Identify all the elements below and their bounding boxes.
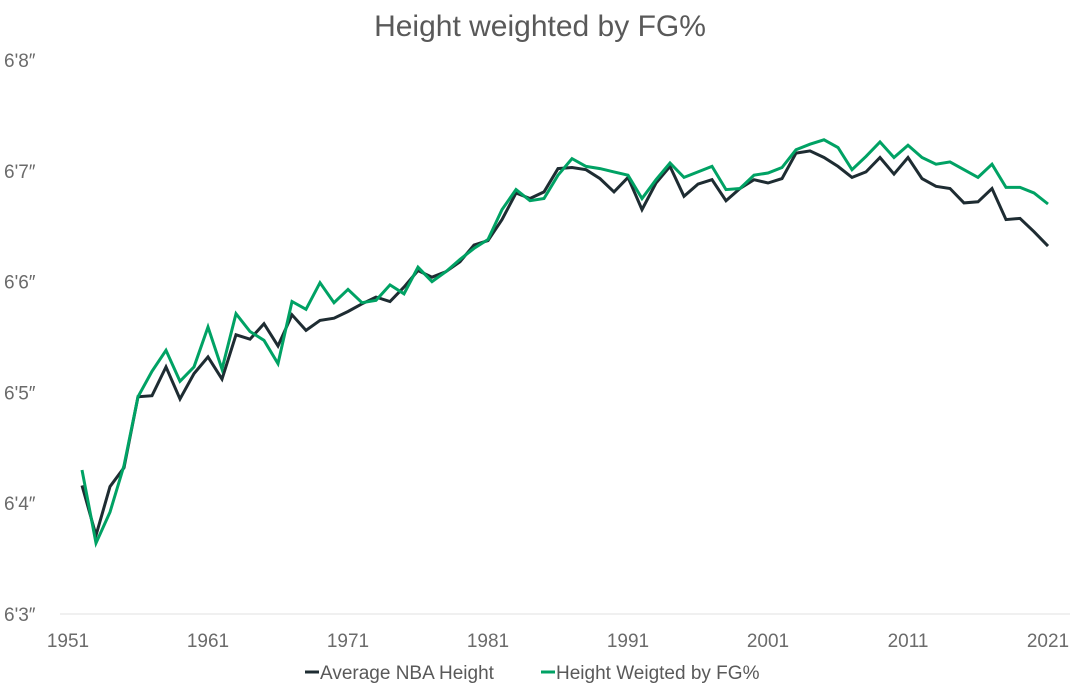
- x-tick-label: 1971: [327, 631, 369, 652]
- y-tick-label: 6'7″: [4, 162, 36, 183]
- series-line-1: [80, 138, 1049, 549]
- x-tick-label: 1981: [467, 631, 509, 652]
- legend-label: Height Weigted by FG%: [556, 663, 760, 684]
- x-tick-label: 2021: [1027, 631, 1069, 652]
- y-tick-label: 6'4″: [4, 494, 36, 515]
- series-line-0: [80, 149, 1050, 541]
- x-tick-label: 1991: [607, 631, 649, 652]
- x-tick-label: 2011: [888, 631, 929, 652]
- y-tick-label: 6'5″: [4, 383, 36, 404]
- x-tick-label: 1961: [187, 631, 229, 652]
- x-tick-label: 1951: [47, 631, 89, 652]
- y-tick-label: 6'3″: [4, 605, 36, 626]
- x-tick-label: 2001: [747, 631, 789, 652]
- y-tick-label: 6'6″: [4, 273, 36, 294]
- legend-label: Average NBA Height: [320, 663, 495, 684]
- legend-item: Average NBA Height: [305, 663, 495, 684]
- y-tick-label: 6'8″: [4, 51, 36, 72]
- chart-title: Height weighted by FG%: [374, 10, 706, 43]
- legend-item: Height Weigted by FG%: [541, 663, 760, 684]
